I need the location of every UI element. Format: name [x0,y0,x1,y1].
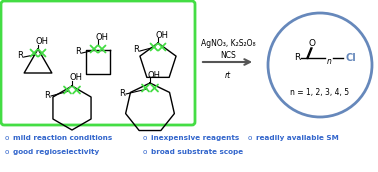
Text: OH: OH [147,71,161,79]
Text: OH: OH [70,73,82,83]
Text: NCS: NCS [220,51,236,60]
Text: o: o [5,149,9,155]
Text: n = 1, 2, 3, 4, 5: n = 1, 2, 3, 4, 5 [290,89,350,98]
Text: OH: OH [36,37,48,46]
Text: o: o [143,135,147,141]
Text: n: n [327,57,332,67]
Text: AgNO₃, K₂S₂O₈: AgNO₃, K₂S₂O₈ [201,40,255,49]
Text: rt: rt [225,71,231,79]
Text: R: R [133,46,139,55]
Text: o: o [5,135,9,141]
FancyBboxPatch shape [1,1,195,125]
Text: OH: OH [96,33,108,41]
Text: O: O [308,40,316,49]
Text: good regioselectivity: good regioselectivity [13,149,99,155]
Text: broad substrate scope: broad substrate scope [151,149,243,155]
Text: R: R [75,47,81,56]
Text: Cl: Cl [345,53,356,63]
Text: o: o [143,149,147,155]
Text: R: R [294,53,300,62]
Text: R: R [44,90,50,99]
Text: mild reaction conditions: mild reaction conditions [13,135,112,141]
Text: o: o [248,135,253,141]
Text: R: R [119,89,125,98]
Text: OH: OH [155,30,169,40]
Text: readily available SM: readily available SM [256,135,339,141]
Text: R: R [17,51,23,61]
Text: inexpensive reagents: inexpensive reagents [151,135,239,141]
